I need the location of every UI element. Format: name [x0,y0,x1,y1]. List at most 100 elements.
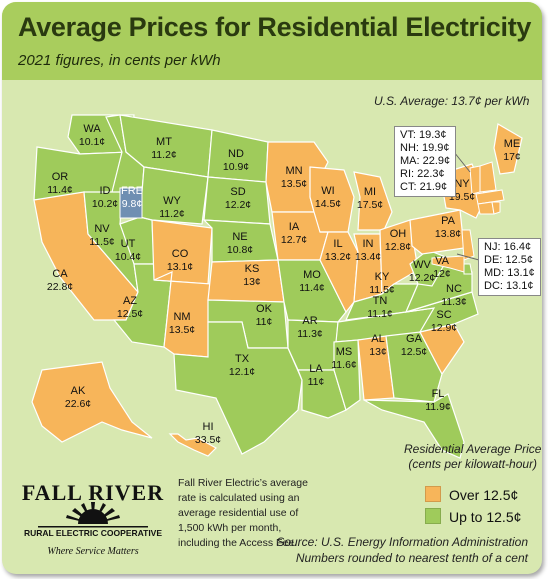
state-vt [469,165,481,195]
state-hi [168,433,217,457]
sunburst-icon [38,502,148,528]
state-value-il: 13.2¢ [325,251,351,263]
state-il [319,231,359,314]
state-oh [379,219,419,296]
state-abbr-hi: HI [203,421,214,433]
state-value-or: 11.4¢ [47,184,73,196]
us-price-map: WA10.1¢OR11.4¢CA22.8¢ID10.2¢FRE9.8¢NV11.… [31,114,523,459]
legend-under-swatch [425,508,441,524]
state-abbr-tx: TX [235,353,250,365]
state-value-ca: 22.8¢ [47,281,73,293]
state-value-nm: 13.5¢ [169,324,195,336]
state-abbr-tn: TN [373,295,388,307]
state-abbr-il: IL [333,238,342,250]
legend-title-line2: (cents per kilowatt-hour) [408,457,538,471]
state-abbr-ky: KY [375,271,390,283]
state-ri [491,201,501,215]
state-value-nc: 11.3¢ [441,296,467,308]
state-value-fl: 11.9¢ [425,401,451,413]
callout-leaders [453,151,480,261]
state-value-wv: 12.2¢ [409,272,435,284]
state-value-oh: 12.8¢ [385,241,411,253]
page-subtitle: 2021 figures, in cents per kWh [18,52,221,69]
legend-title: Residential Average Price (cents per kil… [404,442,541,472]
state-pa [409,209,465,255]
state-abbr-wy: WY [163,195,181,207]
state-abbr-mo: MO [303,269,321,281]
callout-row-nj: NJ: 16.4¢ [484,241,532,253]
state-abbr-wv: WV [413,259,431,271]
state-me [493,123,523,175]
state-abbr-co: CO [172,248,189,260]
source-line2: Numbers rounded to nearest tenth of a ce… [295,551,528,565]
state-nj [461,229,475,261]
state-abbr-ga: GA [406,333,423,345]
state-abbr-mt: MT [156,136,172,148]
state-value-mn: 13.5¢ [281,178,307,190]
state-abbr-nm: NM [173,311,190,323]
state-abbr-sc: SC [436,309,451,321]
rate-note: Fall River Electric’s average rate is ca… [178,477,308,549]
state-value-ia: 12.7¢ [281,234,307,246]
region-fall-river [119,187,143,219]
state-abbr-fre: FRE [121,185,143,197]
legend-under-label: Up to 12.5¢ [449,509,522,525]
legend-under: Up to 12.5¢ [425,508,521,525]
state-abbr-ca: CA [52,268,68,280]
legend-title-line1: Residential Average Price [404,442,542,456]
state-value-va: 12¢ [433,268,451,280]
state-value-ar: 11.3¢ [297,328,323,340]
fall-river-logo: FALL RIVER RURAL ELECTRIC COOPERATIVE Wh… [18,472,168,570]
legend-over: Over 12.5¢ [425,486,518,503]
state-value-fre: 9.8¢ [122,198,143,210]
state-abbr-az: AZ [123,295,137,307]
state-abbr-ak: AK [71,385,86,397]
state-md [431,255,465,273]
state-ak [31,361,153,443]
page-title: Average Prices for Residential Electrici… [18,12,532,42]
state-value-ok: 11¢ [256,316,273,328]
source-line1: Source: U.S. Energy Information Administ… [276,535,528,549]
state-abbr-nd: ND [228,148,244,160]
state-value-co: 13.1¢ [167,261,193,273]
state-ct [477,201,495,215]
state-value-me: 17¢ [503,151,521,163]
state-value-sd: 12.2¢ [225,199,251,211]
state-value-id: 10.2¢ [92,198,118,210]
state-value-ks: 13¢ [243,276,261,288]
state-abbr-id: ID [100,185,111,197]
state-value-mt: 11.2¢ [151,149,177,161]
state-abbr-ok: OK [256,303,273,315]
state-value-ak: 22.6¢ [65,398,91,410]
callout-row-ct: CT: 21.9¢ [400,181,448,193]
midatlantic-callout: NJ: 16.4¢ DE: 12.5¢ MD: 13.1¢ DC: 13.1¢ [478,238,541,296]
state-abbr-ny: NY [454,178,470,190]
state-abbr-ar: AR [302,315,317,327]
header-bar: Average Prices for Residential Electrici… [2,2,542,80]
state-abbr-wa: WA [83,123,101,135]
state-abbr-mn: MN [285,165,302,177]
state-tx [173,321,303,455]
state-value-ky: 11.5¢ [369,284,395,296]
state-value-nv: 11.5¢ [89,236,115,248]
state-value-hi: 33.5¢ [195,434,221,446]
state-nh [479,161,497,193]
state-value-az: 12.5¢ [117,308,143,320]
state-abbr-ut: UT [121,238,136,250]
state-abbr-pa: PA [441,215,456,227]
state-value-tn: 11.1¢ [367,308,393,320]
state-value-pa: 13.8¢ [435,228,461,240]
state-value-sc: 12.9¢ [431,322,457,334]
state-abbr-nc: NC [446,283,462,295]
state-ms [333,339,361,411]
northeast-callout: VT: 19.3¢ NH: 19.9¢ MA: 22.9¢ RI: 22.3¢ … [394,126,457,197]
callout-row-nh: NH: 19.9¢ [400,142,450,154]
state-value-mo: 11.4¢ [299,282,325,294]
us-average-label: U.S. Average: 13.7¢ per kWh [374,94,530,108]
state-value-la: 11¢ [308,376,325,388]
state-abbr-or: OR [52,171,69,183]
callout-row-dc: DC: 13.1¢ [484,280,534,292]
state-value-al: 13¢ [369,346,387,358]
state-abbr-nv: NV [94,223,110,235]
state-ga [385,331,443,403]
